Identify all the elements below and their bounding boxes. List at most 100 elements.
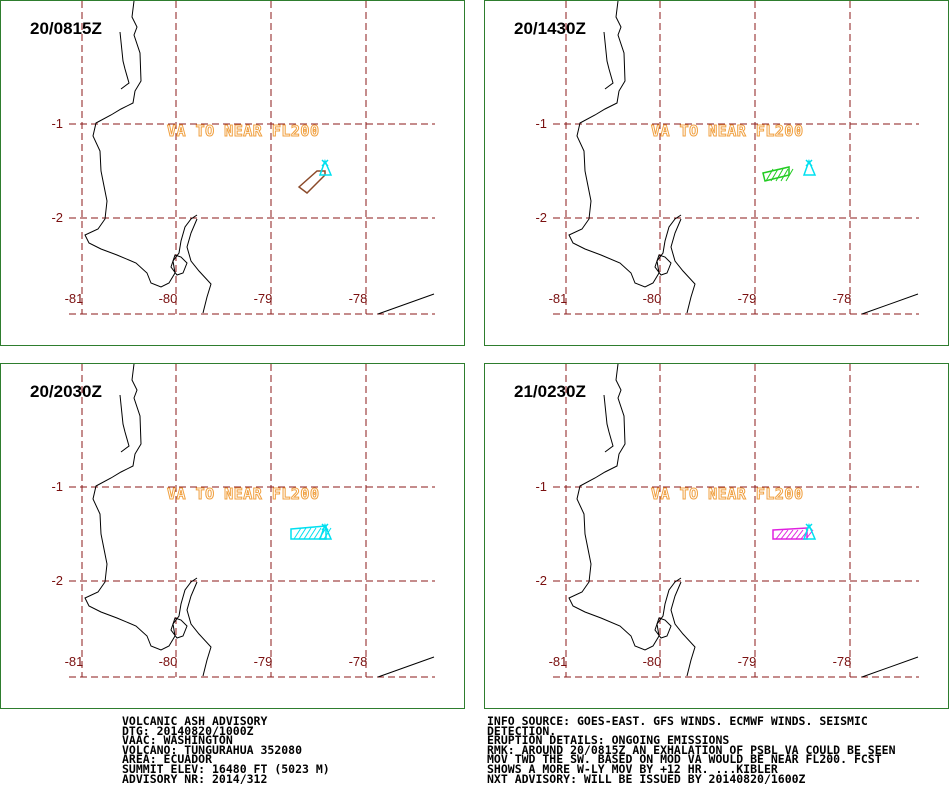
advisory-right-line: MOV TWD THE SW. BASED ON MOD VA WOULD BE…: [487, 752, 882, 767]
coastline: [84, 1, 198, 288]
ash-cloud-hatch: [765, 168, 774, 182]
ash-cloud-hatch: [308, 527, 317, 540]
panel-time-label: 20/1430Z: [514, 19, 586, 38]
ash-cloud-hatch: [780, 529, 789, 540]
longitude-label: -81: [65, 291, 84, 306]
coastline: [186, 218, 212, 314]
longitude-label: -79: [738, 291, 757, 306]
coastline: [603, 394, 614, 453]
advisory-right-text: INFO SOURCE: GOES-EAST. GFS WINDS. ECMWF…: [487, 714, 896, 786]
advisory-left-line: VOLCANO: TUNGURAHUA 352080: [122, 742, 303, 757]
ash-cloud-hatch: [313, 527, 322, 540]
map-panel-1: -1 -2 -81 -80 -79 -78 VA TO NEAR FL200 20/0815Z: [0, 0, 465, 346]
volcano-summit-icon: [321, 159, 329, 167]
latitude-label: -2: [51, 210, 63, 225]
coastline: [377, 656, 435, 678]
longitude-label: -80: [643, 654, 662, 669]
latitude-label: -1: [535, 116, 547, 131]
va-altitude-label: VA TO NEAR FL200: [167, 122, 320, 140]
longitude-label: -81: [549, 291, 568, 306]
volcano-summit-icon: [805, 523, 813, 531]
ash-cloud-hatch: [770, 168, 779, 182]
ash-cloud-polygon: [762, 166, 794, 182]
longitude-label: -79: [738, 654, 757, 669]
longitude-label: -79: [254, 654, 273, 669]
advisory-left-line: ADVISORY NR: 2014/312: [122, 771, 268, 786]
map-canvas: -1 -2 -81 -80 -79 -78 VA TO NEAR FL200: [51, 1, 435, 315]
latitude-label: -1: [51, 116, 63, 131]
coastline: [670, 218, 696, 314]
advisory-right-line: INFO SOURCE: GOES-EAST. GFS WINDS. ECMWF…: [487, 714, 868, 728]
longitude-label: -78: [349, 654, 368, 669]
volcano-icon: [318, 522, 333, 540]
ash-cloud-hatch: [795, 529, 804, 540]
longitude-label: -80: [159, 291, 178, 306]
map-canvas: -1 -2 -81 -80 -79 -78 VA TO NEAR FL200: [535, 1, 919, 315]
advisory-right-line: ERUPTION DETAILS: ONGOING EMISSIONS: [487, 733, 730, 748]
coastline: [568, 1, 682, 288]
longitude-label: -81: [549, 654, 568, 669]
ash-cloud-polygon: [297, 170, 326, 194]
map-panel-3: -1 -2 -81 -80 -79 -78 VA TO NEAR FL200 20/2030Z: [0, 363, 465, 709]
ash-cloud-hatch: [303, 527, 312, 540]
volcano-icon: [802, 522, 817, 540]
advisory-right-line: DETECTION.: [487, 723, 557, 738]
volcano-icon: [802, 158, 817, 176]
latitude-label: -2: [51, 573, 63, 588]
island-outline: [654, 254, 672, 276]
advisory-right-line: SHOWS A MORE W-LY MOV BY +12 HR. ...KIBL…: [487, 761, 778, 776]
va-altitude-label: VA TO NEAR FL200: [651, 122, 804, 140]
latitude-label: -1: [51, 479, 63, 494]
latitude-label: -2: [535, 573, 547, 588]
longitude-label: -80: [643, 291, 662, 306]
map-canvas: -1 -2 -81 -80 -79 -78 VA TO NEAR FL200: [535, 364, 919, 678]
latitude-label: -2: [535, 210, 547, 225]
ash-cloud-hatch: [775, 529, 784, 540]
coastline: [861, 656, 919, 678]
volcano-summit-icon: [321, 523, 329, 531]
va-altitude-label: VA TO NEAR FL200: [167, 485, 320, 503]
panel-time-label: 20/0815Z: [30, 19, 102, 38]
coastline: [186, 581, 212, 677]
coastline: [861, 293, 919, 315]
map-panel-4: -1 -2 -81 -80 -79 -78 VA TO NEAR FL200 21/0230Z: [484, 363, 949, 709]
ash-cloud-outline: [297, 170, 326, 194]
advisory-left-line: SUMMIT ELEV: 16480 FT (5023 M): [122, 761, 330, 776]
longitude-label: -79: [254, 291, 273, 306]
map-canvas: -1 -2 -81 -80 -79 -78 VA TO NEAR FL200: [51, 364, 435, 678]
coastline: [670, 581, 696, 677]
advisory-left-line: VAAC: WASHINGTON: [122, 733, 233, 748]
coastline: [568, 364, 682, 651]
ash-cloud-hatch: [323, 527, 332, 540]
ash-cloud-hatch: [790, 529, 799, 540]
volcano-icon: [318, 158, 333, 176]
longitude-label: -80: [159, 654, 178, 669]
ash-cloud-hatch: [775, 168, 784, 182]
longitude-label: -78: [349, 291, 368, 306]
island-outline: [654, 617, 672, 639]
advisory-left-line: DTG: 20140820/1000Z: [122, 723, 254, 738]
advisory-right-line: NXT ADVISORY: WILL BE ISSUED BY 20140820…: [487, 771, 806, 786]
longitude-label: -81: [65, 654, 84, 669]
ash-cloud-hatch: [298, 527, 307, 540]
coastline: [84, 364, 198, 651]
ash-cloud-hatch: [785, 168, 794, 182]
longitude-label: -78: [833, 654, 852, 669]
advisory-left-line: VOLCANIC ASH ADVISORY: [122, 714, 268, 728]
map-panel-2: -1 -2 -81 -80 -79 -78 VA TO NEAR FL200 20/1430Z: [484, 0, 949, 346]
coastline: [377, 293, 435, 315]
coastline: [603, 31, 614, 90]
volcano-summit-icon: [805, 159, 813, 167]
advisory-left-line: AREA: ECUADOR: [122, 752, 213, 767]
va-altitude-label: VA TO NEAR FL200: [651, 485, 804, 503]
ash-cloud-hatch: [780, 168, 789, 182]
ash-cloud-hatch: [293, 527, 302, 540]
ash-cloud-hatch: [785, 529, 794, 540]
island-outline: [170, 254, 188, 276]
advisory-right-line: RMK: AROUND 20/0815Z AN EXHALATION OF PS…: [487, 742, 896, 757]
advisory-left-text: VOLCANIC ASH ADVISORY DTG: 20140820/1000Z…: [122, 714, 330, 786]
panel-time-label: 20/2030Z: [30, 382, 102, 401]
coastline: [119, 31, 130, 90]
longitude-label: -78: [833, 291, 852, 306]
island-outline: [170, 617, 188, 639]
